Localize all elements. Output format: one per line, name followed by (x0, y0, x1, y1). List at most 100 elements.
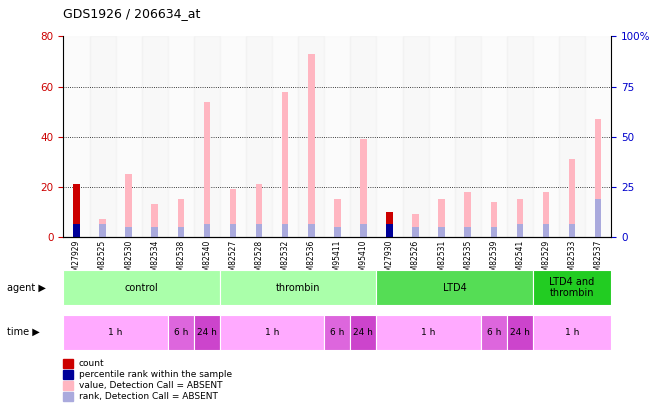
Bar (220, 270, 377, 305)
Bar (455, 36, 481, 237)
Bar (116, 36, 142, 237)
Bar (595, 199, 601, 237)
Bar (100, 220, 106, 237)
Bar (438, 227, 445, 237)
Bar (204, 102, 210, 237)
Bar (595, 119, 601, 237)
Bar (204, 224, 210, 237)
Text: thrombin: thrombin (276, 283, 321, 292)
Bar (377, 36, 403, 237)
Bar (126, 227, 132, 237)
Text: 1 h: 1 h (422, 328, 436, 337)
Bar (429, 36, 455, 237)
Bar (516, 224, 523, 237)
Text: 24 h: 24 h (353, 328, 373, 337)
Bar (63, 359, 73, 368)
Bar (142, 36, 168, 237)
Bar (194, 36, 220, 237)
Text: 1 h: 1 h (265, 328, 279, 337)
Bar (152, 227, 158, 237)
Bar (73, 184, 79, 237)
Bar (256, 224, 263, 237)
Text: 1 h: 1 h (108, 328, 123, 337)
Bar (298, 36, 324, 237)
Bar (464, 227, 471, 237)
Bar (73, 184, 79, 237)
Bar (63, 36, 90, 237)
Bar (533, 36, 559, 237)
Bar (63, 315, 168, 350)
Bar (386, 212, 393, 237)
Bar (90, 36, 116, 237)
Bar (412, 214, 419, 237)
Bar (272, 36, 298, 237)
Text: LTD4 and
thrombin: LTD4 and thrombin (550, 277, 595, 298)
Text: control: control (125, 283, 158, 292)
Bar (63, 370, 73, 379)
Text: 6 h: 6 h (330, 328, 345, 337)
Bar (360, 139, 367, 237)
Text: LTD4: LTD4 (443, 283, 466, 292)
Text: agent ▶: agent ▶ (7, 283, 45, 292)
Bar (533, 315, 611, 350)
Bar (282, 224, 289, 237)
Bar (73, 224, 79, 237)
Bar (256, 184, 263, 237)
Bar (559, 36, 585, 237)
Bar (230, 224, 236, 237)
Text: 24 h: 24 h (510, 328, 530, 337)
Bar (542, 192, 549, 237)
Bar (100, 224, 106, 237)
Bar (63, 392, 73, 401)
Bar (168, 315, 194, 350)
Bar (230, 189, 236, 237)
Bar (73, 224, 79, 237)
Bar (533, 270, 611, 305)
Bar (585, 36, 611, 237)
Bar (377, 315, 481, 350)
Text: percentile rank within the sample: percentile rank within the sample (79, 370, 232, 379)
Bar (63, 381, 73, 390)
Bar (308, 54, 315, 237)
Bar (542, 224, 549, 237)
Bar (386, 224, 393, 237)
Bar (324, 315, 351, 350)
Text: 6 h: 6 h (487, 328, 501, 337)
Bar (351, 36, 377, 237)
Bar (324, 36, 351, 237)
Bar (507, 36, 533, 237)
Bar (351, 315, 377, 350)
Bar (481, 315, 507, 350)
Bar (178, 227, 184, 237)
Text: GDS1926 / 206634_at: GDS1926 / 206634_at (63, 7, 201, 20)
Bar (464, 192, 471, 237)
Bar (282, 92, 289, 237)
Text: time ▶: time ▶ (7, 327, 39, 337)
Bar (152, 205, 158, 237)
Bar (220, 36, 246, 237)
Bar (412, 227, 419, 237)
Bar (569, 224, 575, 237)
Bar (507, 315, 533, 350)
Bar (220, 315, 324, 350)
Bar (481, 36, 507, 237)
Text: 6 h: 6 h (174, 328, 188, 337)
Bar (334, 199, 341, 237)
Bar (360, 224, 367, 237)
Bar (334, 227, 341, 237)
Bar (569, 159, 575, 237)
Text: value, Detection Call = ABSENT: value, Detection Call = ABSENT (79, 381, 222, 390)
Bar (403, 36, 429, 237)
Bar (377, 270, 533, 305)
Bar (386, 212, 393, 237)
Text: rank, Detection Call = ABSENT: rank, Detection Call = ABSENT (79, 392, 218, 401)
Bar (126, 174, 132, 237)
Bar (490, 227, 497, 237)
Bar (490, 202, 497, 237)
Bar (194, 315, 220, 350)
Bar (516, 199, 523, 237)
Bar (246, 36, 272, 237)
Text: 1 h: 1 h (565, 328, 579, 337)
Bar (168, 36, 194, 237)
Bar (63, 270, 220, 305)
